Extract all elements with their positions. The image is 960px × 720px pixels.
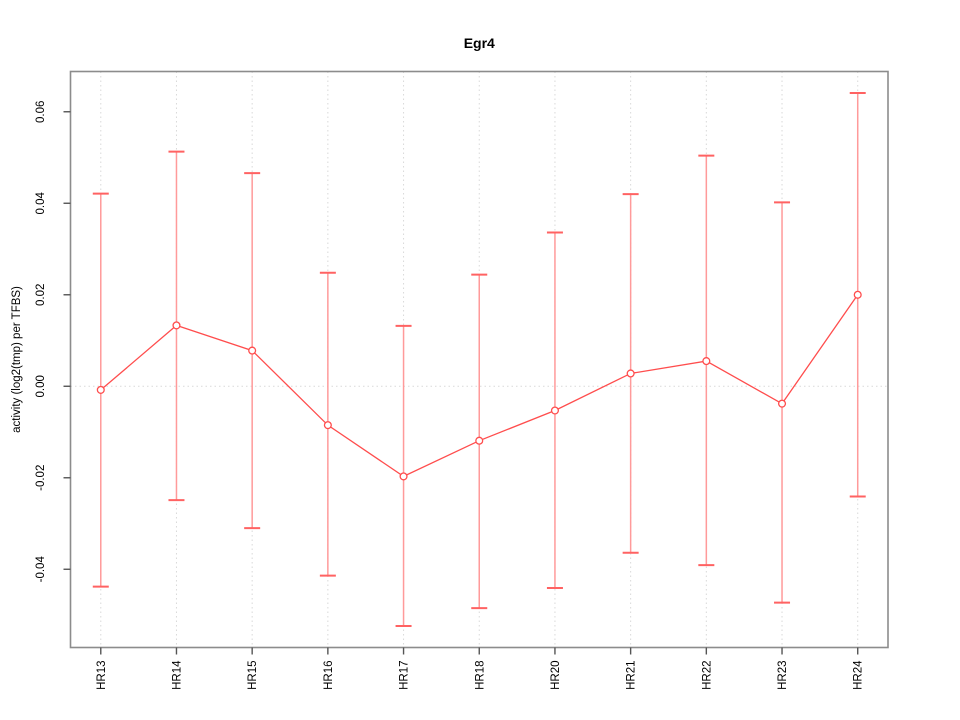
x-tick-label: HR21 [626, 661, 638, 690]
data-point [248, 346, 257, 355]
y-tick-label: 0.04 [35, 191, 47, 214]
x-tick-label: HR16 [323, 661, 335, 690]
data-point [853, 290, 862, 299]
data-point [323, 421, 332, 430]
x-tick-label: HR23 [777, 661, 789, 690]
x-tick-label: HR14 [171, 660, 183, 690]
y-tick-label: 0.06 [35, 101, 47, 123]
data-point [96, 385, 105, 394]
x-tick-label: HR15 [247, 661, 259, 690]
x-tick-label: HR20 [550, 661, 562, 690]
data-point [702, 357, 711, 366]
y-tick-label: -0.02 [35, 465, 47, 491]
data-point [172, 321, 181, 330]
data-point [777, 399, 787, 408]
x-tick-label: HR13 [96, 661, 108, 690]
y-axis-label: activity (log2(tmp) per TFBS) [11, 286, 23, 433]
x-tick-label: HR24 [853, 660, 865, 690]
y-tick-label: 0.02 [35, 284, 47, 306]
x-tick-label: HR22 [701, 661, 713, 690]
chart-title: Egr4 [464, 35, 495, 51]
x-tick-label: HR18 [474, 661, 486, 690]
data-point [475, 436, 484, 445]
data-point [399, 472, 408, 481]
y-tick-label: -0.04 [35, 556, 47, 583]
data-point [626, 369, 635, 378]
y-tick-label: 0.00 [35, 375, 47, 397]
x-tick-label: HR17 [399, 661, 411, 690]
data-point [550, 406, 559, 415]
